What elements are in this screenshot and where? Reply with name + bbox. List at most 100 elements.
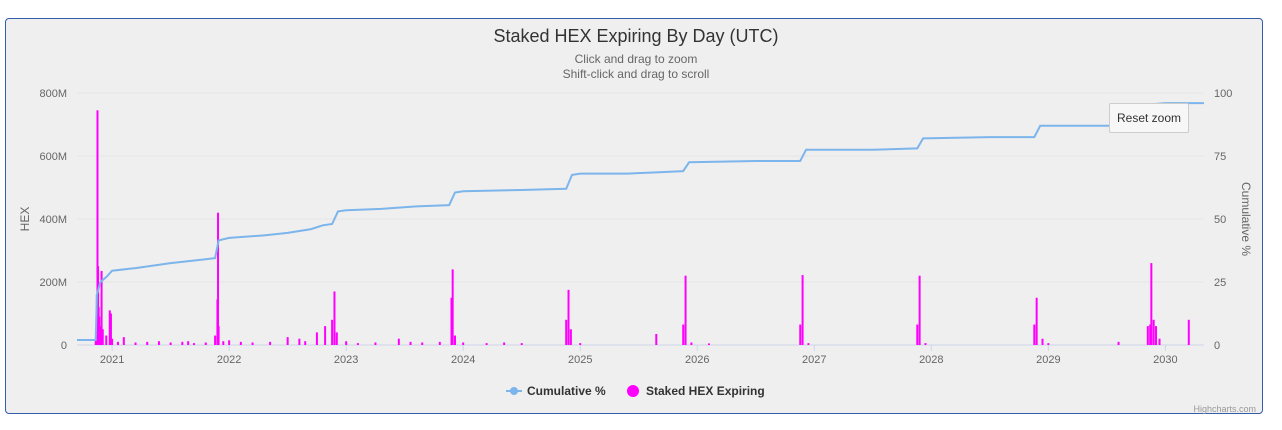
staked-hex-bar[interactable] <box>567 289 570 345</box>
staked-hex-bar[interactable] <box>565 319 568 345</box>
reset-zoom-button[interactable]: Reset zoom <box>1109 103 1189 133</box>
staked-hex-bar[interactable] <box>579 343 582 345</box>
staked-hex-bar[interactable] <box>298 338 301 345</box>
staked-hex-bar[interactable] <box>1152 319 1155 345</box>
staked-hex-bar[interactable] <box>217 212 220 345</box>
staked-hex-bar[interactable] <box>462 342 465 345</box>
staked-hex-bar[interactable] <box>324 326 327 345</box>
legend[interactable]: Cumulative % Staked HEX Expiring <box>506 384 765 398</box>
staked-hex-bar[interactable] <box>485 343 488 345</box>
staked-hex-bar[interactable] <box>450 297 453 345</box>
staked-hex-bar[interactable] <box>251 342 254 345</box>
staked-hex-bar[interactable] <box>181 341 184 345</box>
staked-hex-bar[interactable] <box>356 343 359 345</box>
staked-hex-bar[interactable] <box>335 332 338 345</box>
staked-hex-bar[interactable] <box>239 341 242 345</box>
x-axis-tick-label: 2026 <box>685 354 709 366</box>
credits-link[interactable]: Highcharts.com <box>1193 404 1256 414</box>
x-axis-tick-label: 2029 <box>1036 354 1060 366</box>
staked-hex-bar[interactable] <box>918 275 921 345</box>
staked-hex-bar[interactable] <box>146 341 149 345</box>
staked-hex-bar[interactable] <box>99 326 102 345</box>
legend-item-staked[interactable]: Staked HEX Expiring <box>627 384 765 398</box>
staked-hex-bar[interactable] <box>217 326 220 345</box>
staked-hex-bar[interactable] <box>1149 324 1152 345</box>
left-axis-tick-label: 0 <box>61 340 67 352</box>
right-axis-title: Cumulative % <box>1239 182 1253 256</box>
staked-hex-bar[interactable] <box>799 324 802 345</box>
staked-hex-bar[interactable] <box>421 342 424 345</box>
staked-hex-bar[interactable] <box>438 341 441 345</box>
legend-label-staked: Staked HEX Expiring <box>646 384 765 398</box>
column-series <box>94 110 1190 346</box>
staked-hex-bar[interactable] <box>222 341 225 345</box>
left-axis-tick-label: 400M <box>39 214 67 226</box>
staked-hex-bar[interactable] <box>1158 338 1161 345</box>
staked-hex-bar[interactable] <box>801 275 804 345</box>
staked-hex-bar[interactable] <box>193 343 196 345</box>
staked-hex-bar[interactable] <box>684 275 687 345</box>
staked-hex-bar[interactable] <box>374 342 377 345</box>
staked-hex-bar[interactable] <box>101 329 104 345</box>
staked-hex-bar[interactable] <box>503 342 506 345</box>
staked-hex-bar[interactable] <box>454 335 457 345</box>
staked-hex-bar[interactable] <box>169 342 172 345</box>
staked-hex-bar[interactable] <box>1033 324 1036 345</box>
staked-hex-bar[interactable] <box>187 341 190 345</box>
staked-hex-bar[interactable] <box>520 343 523 345</box>
staked-hex-bar[interactable] <box>96 110 99 345</box>
staked-hex-bar[interactable] <box>331 319 334 345</box>
x-axis-tick-label: 2023 <box>334 354 358 366</box>
staked-hex-bar[interactable] <box>228 340 231 345</box>
x-axis-tick-label: 2030 <box>1153 354 1177 366</box>
staked-hex-bar[interactable] <box>157 341 160 345</box>
staked-hex-bar[interactable] <box>134 342 137 345</box>
staked-hex-bar[interactable] <box>1035 297 1038 345</box>
staked-hex-bar[interactable] <box>204 342 207 345</box>
staked-hex-bar[interactable] <box>315 332 318 345</box>
staked-hex-bar[interactable] <box>1150 263 1153 345</box>
staked-hex-bar[interactable] <box>807 343 810 345</box>
staked-hex-bar[interactable] <box>345 341 348 345</box>
x-axis-tick-label: 2028 <box>919 354 943 366</box>
staked-hex-bar[interactable] <box>916 324 919 345</box>
staked-hex-bar[interactable] <box>1146 326 1149 345</box>
staked-hex-bar[interactable] <box>451 269 454 345</box>
staked-hex-bar[interactable] <box>1041 338 1044 345</box>
staked-hex-bar[interactable] <box>397 338 400 345</box>
staked-hex-bar[interactable] <box>122 337 125 345</box>
staked-hex-bar[interactable] <box>108 310 111 345</box>
staked-hex-bar[interactable] <box>105 335 108 345</box>
staked-hex-bar[interactable] <box>98 316 101 345</box>
chart-subtitle-line-2: Shift-click and drag to scroll <box>563 67 710 81</box>
staked-hex-bar[interactable] <box>655 333 658 345</box>
staked-hex-bar[interactable] <box>690 342 693 345</box>
staked-hex-bar[interactable] <box>111 338 114 345</box>
staked-hex-bar[interactable] <box>409 341 412 345</box>
staked-hex-bar[interactable] <box>116 341 119 345</box>
staked-hex-bar[interactable] <box>304 341 307 345</box>
staked-hex-bar[interactable] <box>1155 326 1158 345</box>
x-axis-tick-label: 2024 <box>451 354 475 366</box>
chart-title: Staked HEX Expiring By Day (UTC) <box>493 26 778 46</box>
staked-hex-bar[interactable] <box>100 270 103 345</box>
staked-hex-bar[interactable] <box>333 291 336 345</box>
staked-hex-bar[interactable] <box>707 343 710 345</box>
cumulative-line[interactable] <box>77 102 1204 341</box>
staked-hex-bar[interactable] <box>1047 343 1050 345</box>
legend-item-cumulative[interactable]: Cumulative % <box>506 384 606 398</box>
staked-hex-bar[interactable] <box>94 338 97 345</box>
staked-hex-bar[interactable] <box>214 335 217 345</box>
staked-hex-bar[interactable] <box>682 324 685 345</box>
staked-hex-bar[interactable] <box>109 313 112 346</box>
right-axis-tick-label: 50 <box>1214 214 1226 226</box>
staked-hex-bar[interactable] <box>1117 341 1120 345</box>
staked-hex-bar[interactable] <box>1187 319 1190 345</box>
staked-hex-bar[interactable] <box>269 341 272 345</box>
x-axis-tick-label: 2025 <box>568 354 592 366</box>
staked-hex-bar[interactable] <box>286 337 289 345</box>
staked-hex-bar[interactable] <box>97 266 100 345</box>
staked-hex-bar[interactable] <box>924 343 927 345</box>
staked-hex-bar[interactable] <box>569 329 572 345</box>
